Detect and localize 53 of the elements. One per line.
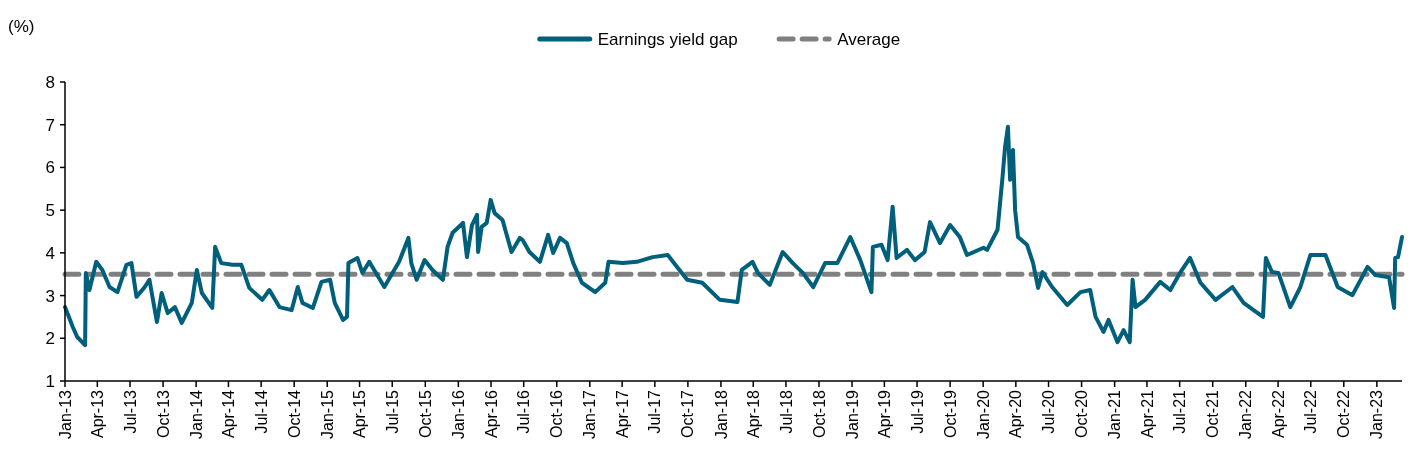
y-tick-label: 8 [45,72,55,92]
y-tick-label: 1 [45,371,55,391]
x-tick-label: Jan-18 [712,389,730,439]
y-axis-title: (%) [8,17,35,36]
x-tick-label: Jan-22 [1237,389,1255,439]
y-tick-label: 3 [45,286,55,306]
x-tick-label: Jul-17 [646,389,664,434]
y-tick-label: 2 [45,329,55,349]
y-tick-label: 6 [45,158,55,178]
x-tick-label: Jul-21 [1171,389,1189,434]
legend-label: Earnings yield gap [597,29,738,49]
y-tick-label: 7 [45,115,55,135]
x-tick-label: Jul-20 [1040,389,1058,434]
x-tick-label: Apr-15 [351,389,369,439]
x-tick-label: Oct-20 [1073,389,1091,439]
x-tick-label: Apr-14 [220,389,238,439]
x-tick-label: Jul-15 [383,389,401,434]
x-tick-label: Jan-17 [581,389,599,439]
x-tick-label: Oct-16 [548,389,566,439]
x-tick-label: Jul-22 [1302,389,1320,434]
x-tick-label: Jan-23 [1368,389,1386,439]
x-tick-label: Jan-14 [187,389,205,439]
x-tick-label: Apr-13 [88,389,106,439]
x-tick-label: Oct-13 [154,389,172,439]
legend-label: Average [837,29,901,49]
x-tick-label: Apr-18 [744,389,762,439]
x-tick-label: Apr-20 [1007,389,1025,439]
x-tick-label: Jul-14 [252,389,270,434]
x-tick-label: Oct-15 [416,389,434,439]
x-tick-label: Apr-16 [482,389,500,439]
x-tick-label: Jan-19 [843,389,861,439]
x-tick-label: Oct-19 [941,389,959,439]
x-tick-label: Jan-16 [449,389,467,439]
x-tick-label: Oct-14 [285,389,303,439]
x-tick-label: Apr-19 [875,389,893,439]
x-tick-label: Apr-22 [1269,389,1287,439]
line-series [63,124,1404,348]
x-tick-label: Jul-18 [777,389,795,434]
x-tick-label: Jul-16 [515,389,533,434]
x-tick-label: Jul-13 [121,389,139,434]
y-tick-label: 5 [45,201,55,221]
x-tick-label: Oct-17 [679,389,697,439]
x-tick-label: Jul-19 [908,389,926,434]
x-tick-label: Jan-15 [318,389,336,439]
x-tick-label: Oct-22 [1335,389,1353,439]
x-tick-label: Jan-13 [56,389,74,439]
x-tick-label: Jan-20 [974,389,992,439]
x-tick-label: Jan-21 [1106,389,1124,439]
y-tick-label: 4 [45,243,55,263]
x-tick-label: Oct-18 [810,389,828,439]
x-tick-label: Oct-21 [1204,389,1222,439]
x-tick-label: Apr-21 [1138,389,1156,439]
x-tick-label: Apr-17 [613,389,631,439]
